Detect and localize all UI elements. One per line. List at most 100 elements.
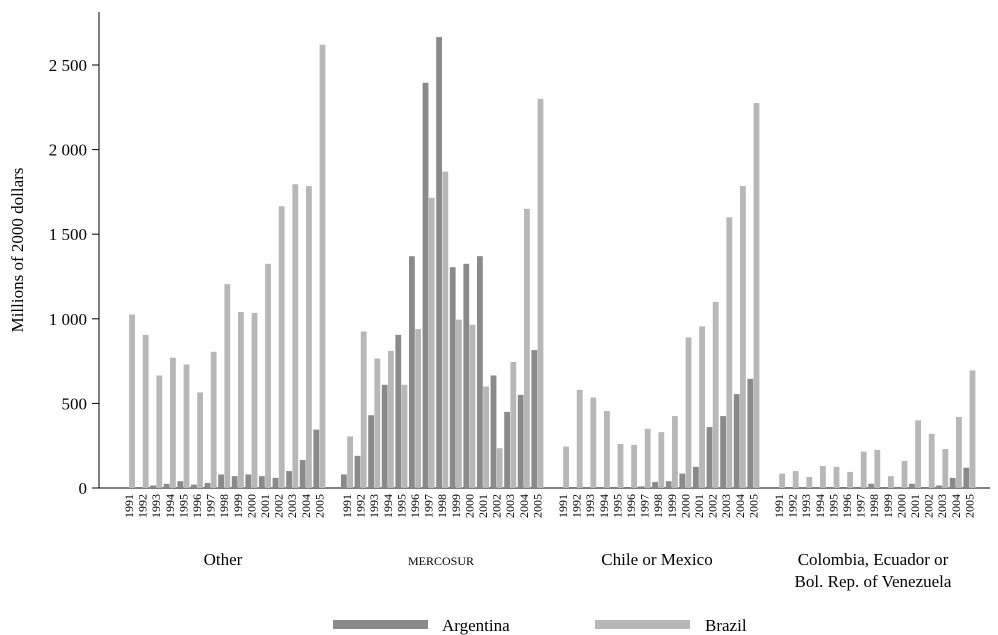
x-tick-label: 2005 (530, 494, 544, 518)
bar-argentina (245, 474, 252, 488)
legend: Argentina Brazil (333, 616, 747, 635)
x-tick-label: 1993 (583, 494, 597, 518)
bar-brazil (456, 319, 462, 488)
bar-argentina (747, 378, 754, 488)
x-tick-label: 1994 (163, 494, 177, 518)
x-tick-label: 1993 (149, 494, 163, 518)
x-tick-label: 1991 (340, 494, 354, 518)
bar-brazil (806, 477, 813, 488)
bar-brazil (833, 466, 840, 488)
bar-argentina (354, 455, 361, 488)
bar-argentina (463, 263, 470, 488)
bar-argentina (693, 466, 699, 488)
bar-argentina (218, 474, 224, 488)
bar-brazil (792, 471, 799, 488)
bar-brazil (658, 432, 665, 488)
bar-brazil (631, 444, 637, 488)
bar-brazil (685, 337, 692, 488)
bar-brazil (576, 389, 583, 488)
bar-brazil (319, 44, 326, 489)
bar-argentina (477, 256, 483, 488)
bar-brazil (374, 358, 381, 488)
x-tick-label: 1995 (394, 494, 408, 518)
bar-brazil (428, 197, 435, 488)
y-axis-title: Millions of 2000 dollars (8, 168, 27, 333)
bar-brazil (901, 460, 908, 488)
bar-brazil (726, 217, 733, 488)
x-tick-label: 1996 (190, 494, 204, 518)
bar-brazil (469, 324, 476, 488)
x-tick-label: 1995 (826, 494, 840, 518)
bars (129, 37, 976, 489)
bar-argentina (313, 429, 320, 488)
x-tick-label: 1996 (840, 494, 854, 518)
x-tick-label: 1994 (381, 494, 395, 518)
bar-brazil (590, 397, 597, 488)
bar-brazil (278, 206, 285, 489)
bar-brazil (170, 357, 176, 488)
bar-argentina (936, 485, 942, 488)
bar-brazil (483, 386, 489, 488)
bar-brazil (888, 476, 894, 488)
bar-brazil (524, 208, 530, 488)
bar-argentina (436, 37, 442, 488)
bar-argentina (341, 474, 347, 488)
bar-argentina (191, 484, 197, 488)
bar-brazil (388, 350, 394, 488)
bar-argentina (868, 483, 874, 488)
bar-brazil (779, 473, 785, 488)
bar-argentina (652, 482, 658, 488)
x-tick-label: 2001 (258, 494, 272, 518)
bar-brazil (740, 185, 746, 488)
group-label: Colombia, Ecuador or (798, 550, 949, 569)
bar-argentina (150, 485, 156, 488)
x-tick-label: 2005 (746, 494, 760, 518)
x-tick-label: 1992 (570, 494, 584, 518)
group-label: Other (204, 550, 243, 569)
bar-brazil (496, 448, 503, 488)
bar-argentina (272, 477, 279, 488)
x-tick-label: 2000 (244, 494, 258, 518)
x-tick-label: 1997 (204, 494, 218, 518)
x-tick-label: 1991 (772, 494, 786, 518)
legend-label: Argentina (442, 616, 510, 635)
x-tick-label: 1997 (422, 494, 436, 518)
x-tick-label: 2000 (462, 494, 476, 518)
bar-brazil (969, 370, 976, 488)
x-tick-label: 1993 (799, 494, 813, 518)
x-tick-label: 2003 (503, 494, 517, 518)
bar-argentina (299, 460, 306, 488)
bar-brazil (563, 446, 569, 488)
bar-argentina (259, 476, 265, 488)
bar-argentina (231, 476, 238, 488)
x-tick-label: 1996 (408, 494, 422, 518)
x-tick-label: 2003 (285, 494, 299, 518)
x-tick-label: 2000 (894, 494, 908, 518)
bar-argentina (177, 481, 184, 488)
bar-brazil (915, 420, 921, 488)
bar-brazil (510, 361, 517, 488)
bar-brazil (183, 364, 190, 488)
x-tick-label: 1997 (854, 494, 868, 518)
x-tick-label: 2004 (949, 494, 963, 518)
y-tick-label: 1 000 (49, 310, 87, 329)
x-tick-label: 2001 (692, 494, 706, 518)
legend-label: Brazil (705, 616, 747, 635)
bar-brazil (442, 171, 449, 488)
bar-brazil (699, 326, 705, 488)
bar-brazil (644, 428, 651, 488)
bar-brazil (224, 284, 231, 488)
bar-brazil (129, 314, 135, 488)
bar-brazil (753, 103, 760, 488)
legend-swatch (333, 620, 428, 629)
bar-argentina (490, 375, 497, 488)
x-tick-label: 2003 (719, 494, 733, 518)
x-tick-label: 1999 (665, 494, 679, 518)
bar-argentina (720, 416, 726, 488)
bar-brazil (142, 334, 149, 488)
legend-swatch (595, 620, 690, 629)
group-label: Chile or Mexico (601, 550, 712, 569)
bar-argentina (665, 481, 672, 488)
bar-argentina (422, 82, 429, 489)
